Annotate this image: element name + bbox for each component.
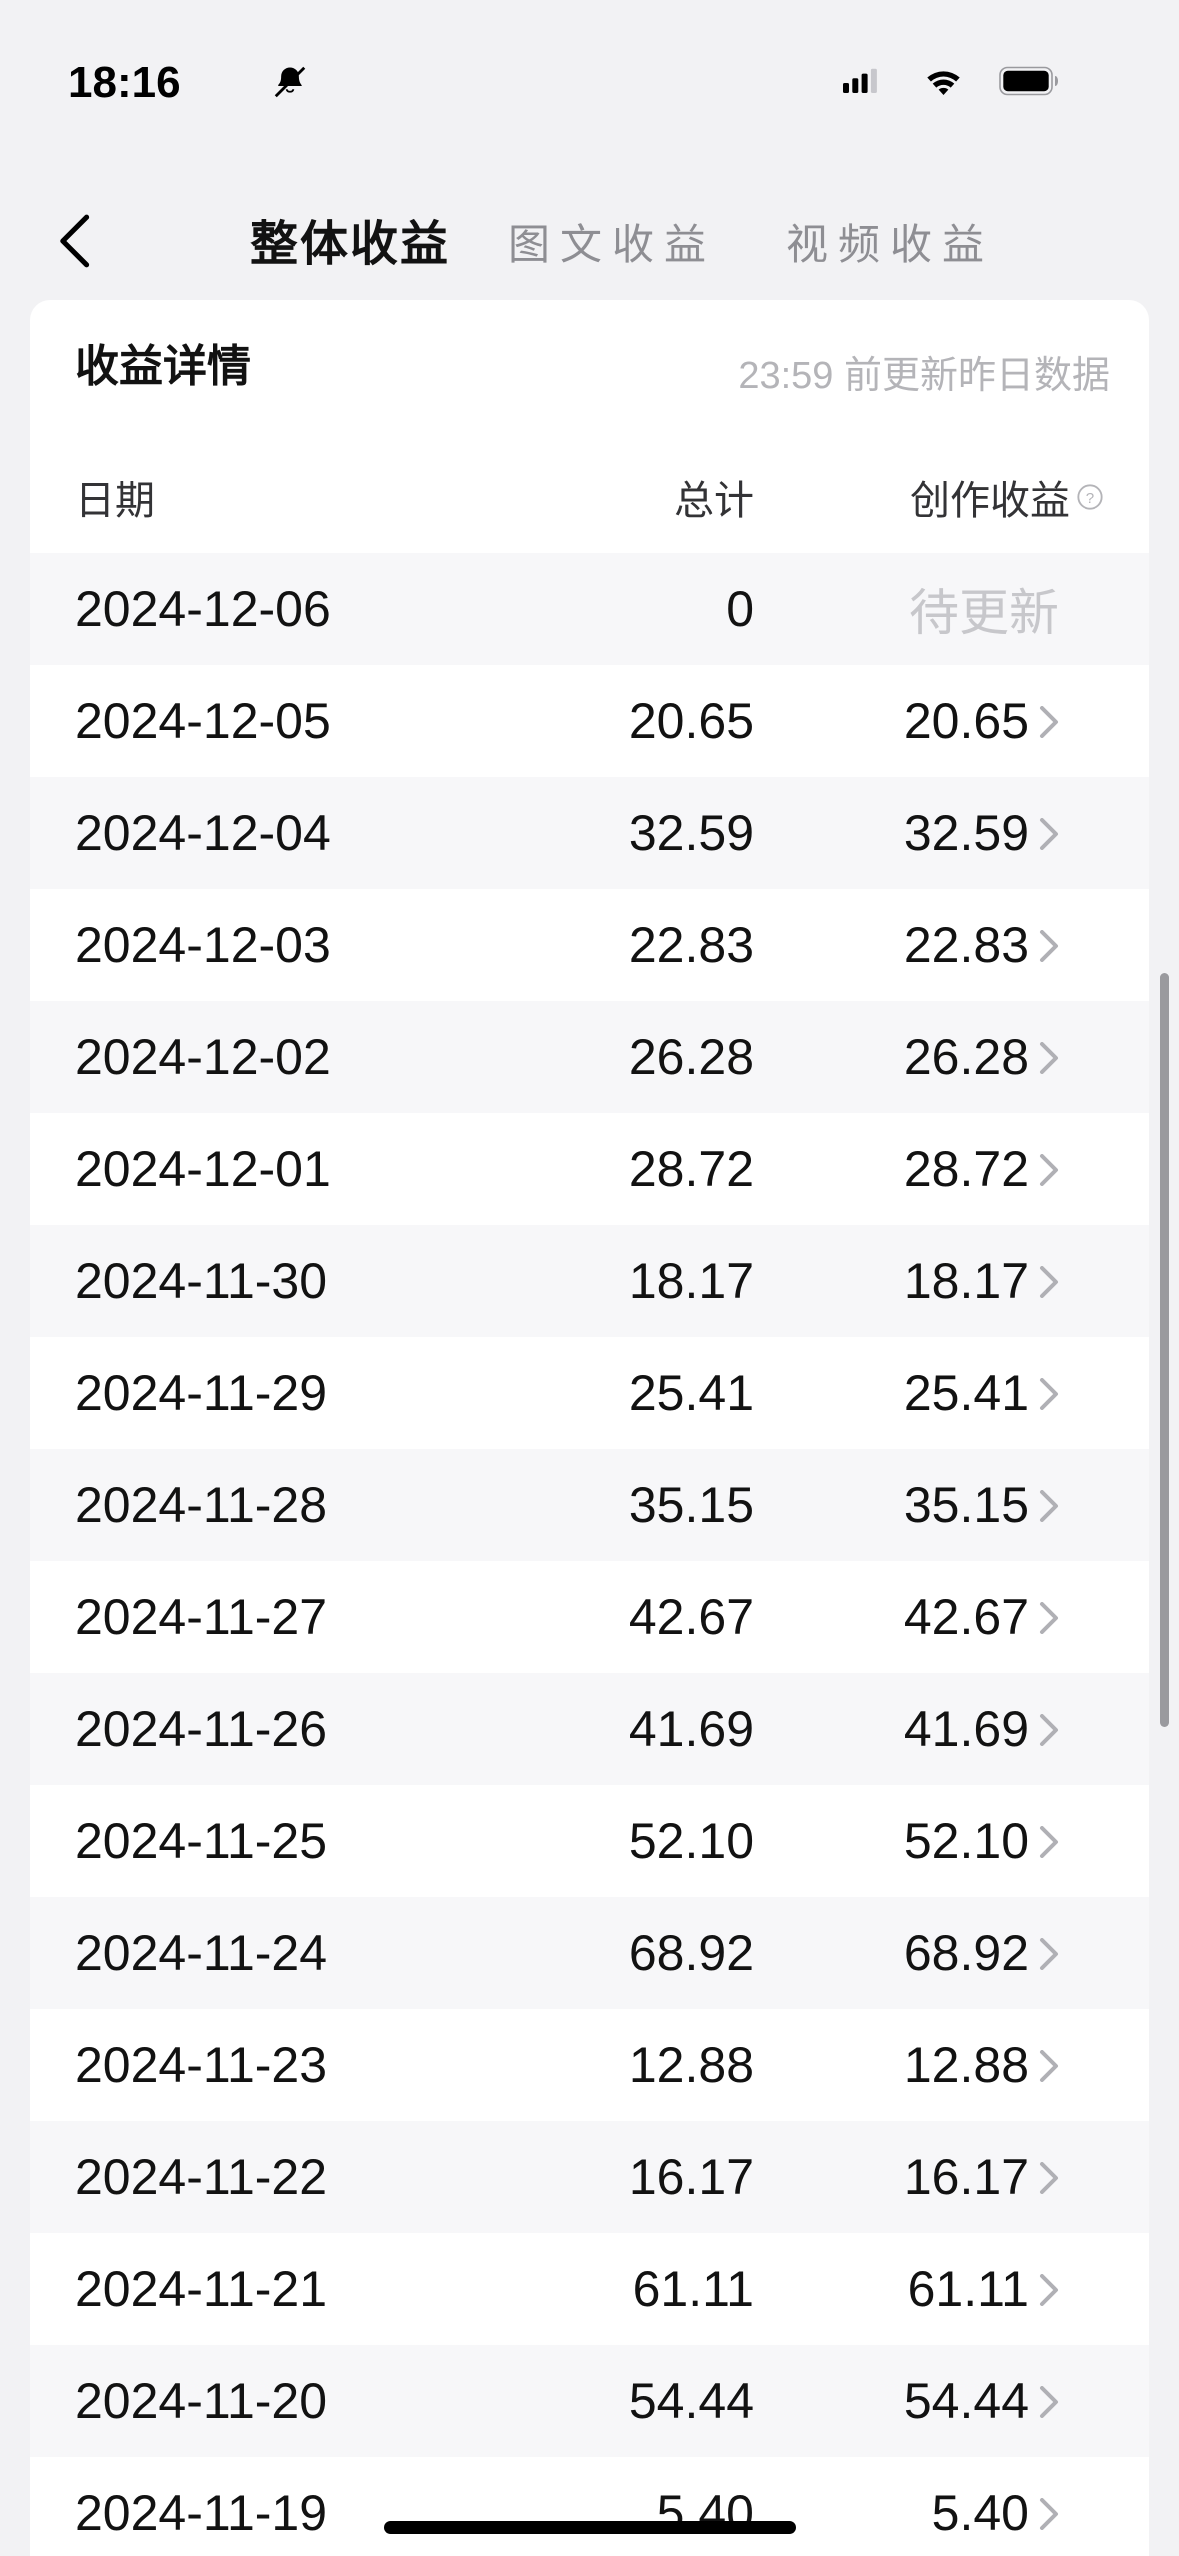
- svg-text:?: ?: [1086, 490, 1094, 507]
